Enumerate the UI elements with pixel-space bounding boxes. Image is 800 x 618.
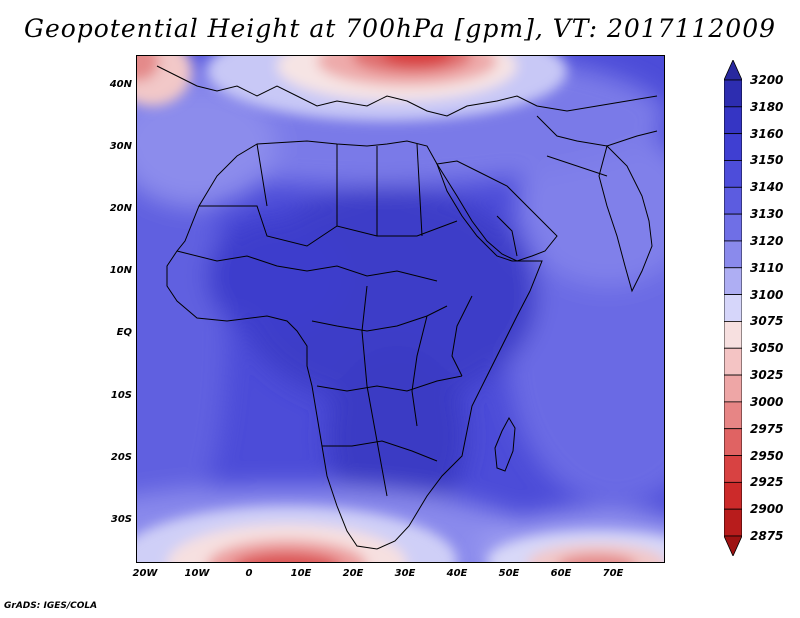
colorbar-segment	[724, 401, 742, 430]
lat-label-30n: 30N	[109, 141, 132, 152]
colorbar-tick-label: 3000	[750, 394, 784, 409]
lon-label-60e: 60E	[550, 568, 572, 579]
lat-label-10s: 10S	[110, 390, 132, 401]
colorbar-segment	[724, 267, 742, 295]
colorbar-tick-label: 3130	[750, 207, 784, 222]
colorbar-tick-label: 3150	[750, 153, 784, 168]
colorbar-tick-label: 2875	[750, 529, 784, 543]
lat-label-10n: 10N	[109, 265, 132, 276]
colorbar-bottom-arrow	[724, 535, 742, 556]
colorbar-segment	[724, 481, 742, 510]
colorbar-tick-label: 3025	[750, 368, 784, 383]
lon-label-20e: 20E	[342, 568, 364, 579]
lon-label-70e: 70E	[602, 568, 624, 579]
colorbar-tick-label: 3140	[750, 180, 784, 195]
colorbar	[724, 60, 742, 556]
colorbar-top-arrow	[724, 60, 742, 81]
colorbar-segment	[724, 240, 742, 269]
map-title: Geopotential Height at 700hPa [gpm], VT:…	[23, 14, 777, 43]
colorbar-segment	[724, 455, 742, 483]
colorbar-segment	[724, 294, 742, 322]
lon-label-0: 0	[245, 568, 253, 579]
lon-label-30e: 30E	[394, 568, 416, 579]
colorbar-segment	[724, 213, 742, 242]
colorbar-segment	[724, 160, 742, 188]
colorbar-tick-label: 3160	[750, 126, 784, 141]
colorbar-tick-label: 2900	[750, 502, 784, 517]
colorbar-segment	[724, 374, 742, 403]
geopotential-field	[137, 56, 664, 562]
colorbar-tick-label: 2975	[750, 421, 784, 436]
lat-label-40n: 40N	[109, 79, 132, 90]
colorbar-tick-label: 3075	[750, 314, 784, 329]
colorbar-tick-label: 3180	[750, 99, 784, 114]
map-plot-area	[136, 55, 665, 563]
lat-label-20s: 20S	[110, 452, 132, 463]
lon-label-50e: 50E	[498, 568, 520, 579]
lat-label-30s: 30S	[110, 514, 132, 525]
colorbar-tick-label: 3050	[750, 341, 784, 356]
colorbar-segment	[724, 428, 742, 456]
colorbar-segment	[724, 508, 742, 537]
lat-label-20n: 20N	[109, 203, 132, 214]
colorbar-tick-label: 3100	[750, 287, 784, 302]
colorbar-segment	[724, 347, 742, 376]
colorbar-segment	[724, 106, 742, 135]
colorbar-segment	[724, 79, 742, 108]
lon-label-10e: 10E	[290, 568, 312, 579]
colorbar-segment	[724, 186, 742, 215]
colorbar-tick-label: 3110	[750, 260, 784, 275]
colorbar-tick-label: 3200	[750, 73, 784, 87]
lon-label-10w: 10W	[184, 568, 210, 579]
colorbar-segment	[724, 321, 742, 349]
lon-label-20w: 20W	[132, 568, 158, 579]
colorbar-tick-label: 3120	[750, 233, 784, 248]
grads-credit: GrADS: IGES/COLA	[4, 601, 98, 611]
colorbar-segment	[724, 133, 742, 161]
colorbar-tick-label: 2925	[750, 475, 784, 490]
lat-label-eq: EQ	[116, 327, 132, 338]
colorbar-tick-label: 2950	[750, 448, 784, 463]
lon-label-40e: 40E	[446, 568, 468, 579]
